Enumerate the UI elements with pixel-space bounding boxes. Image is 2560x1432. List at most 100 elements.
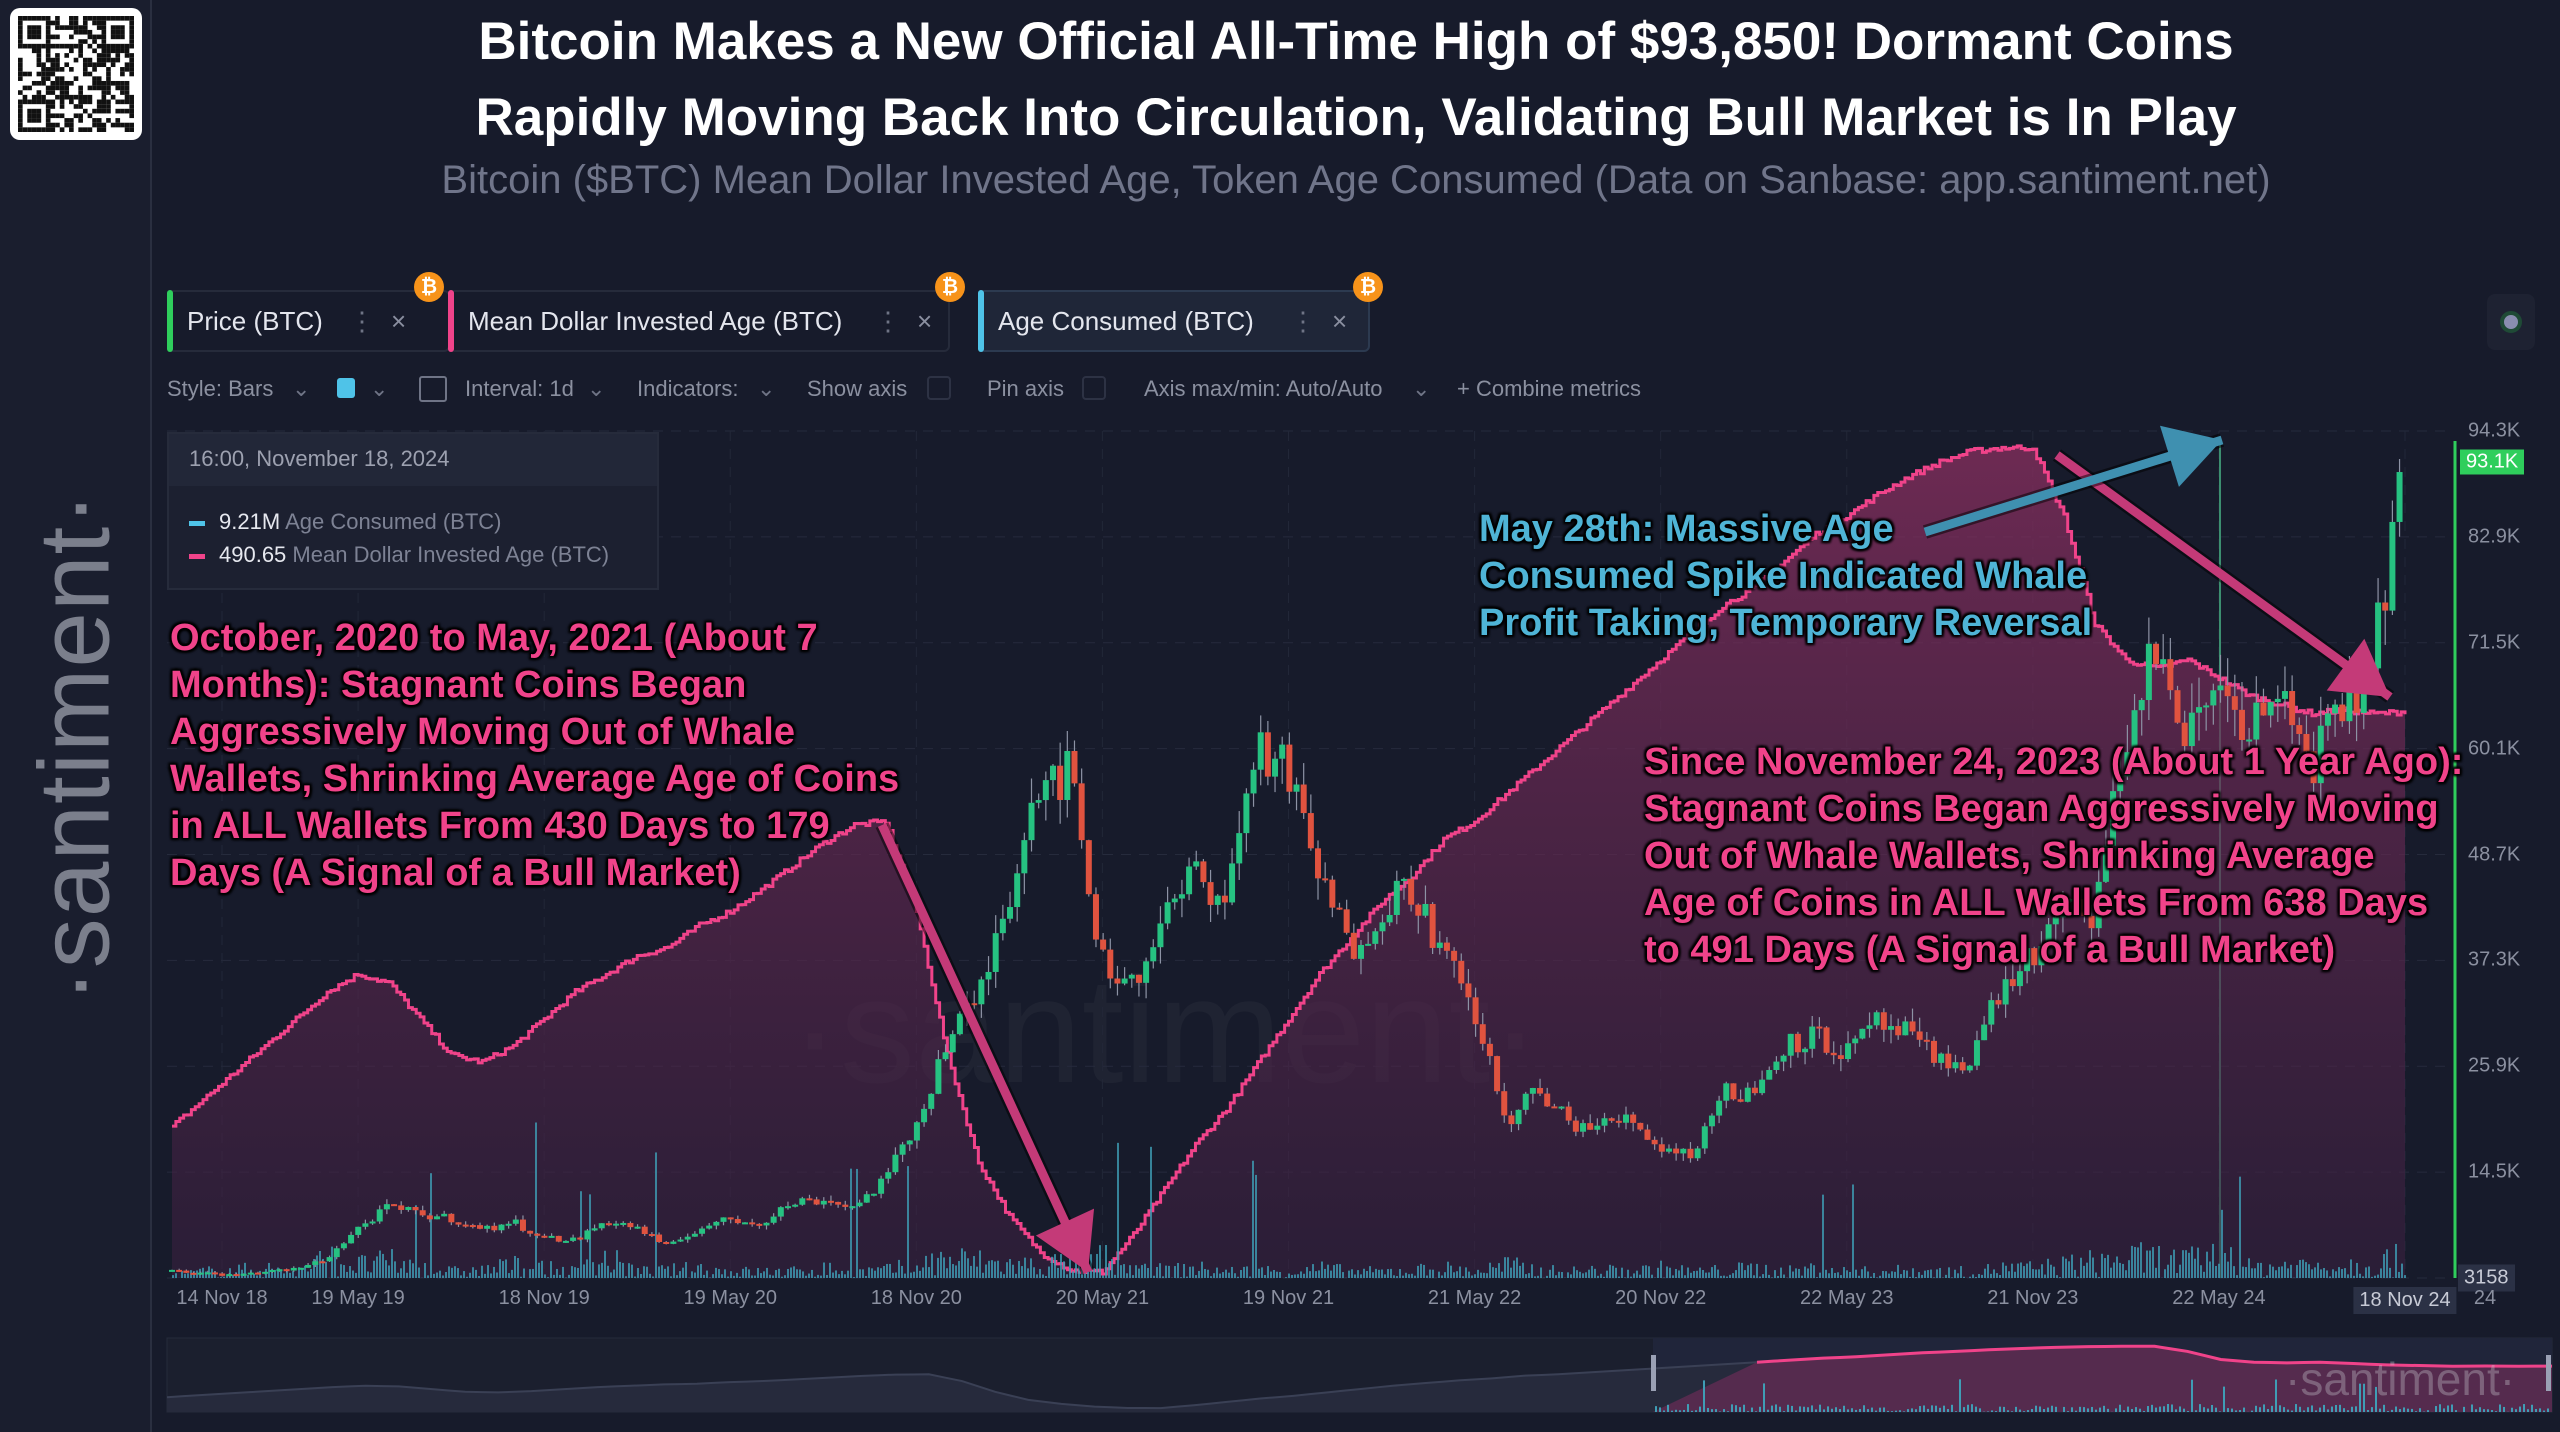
navigator-bar: [1939, 1407, 1941, 1412]
axis-maxmin-select[interactable]: Axis max/min: Auto/Auto: [1144, 376, 1383, 401]
annotation-may-28: May 28th: Massive Age Consumed Spike Ind…: [1479, 506, 2092, 647]
navigator-handle[interactable]: [1651, 1355, 1656, 1391]
qr-module: [124, 43, 130, 49]
interval-select[interactable]: Interval: 1d: [465, 376, 574, 401]
candle-down: [2224, 685, 2231, 697]
candle-up: [1035, 800, 1042, 803]
age-consumed-bar: [334, 1253, 336, 1278]
age-consumed-bar: [1306, 1267, 1308, 1278]
show-axis-checkbox[interactable]: [927, 376, 951, 400]
candle-up: [677, 1239, 684, 1242]
candle-down: [1923, 1039, 1930, 1042]
qr-module: [101, 94, 107, 100]
age-consumed-bar: [1471, 1275, 1473, 1278]
chevron-down-icon[interactable]: ⌄: [757, 376, 776, 401]
navigator-bar: [1759, 1406, 1761, 1412]
close-icon[interactable]: ×: [391, 305, 407, 336]
age-consumed-bar: [1072, 1271, 1074, 1278]
age-consumed-bar: [949, 1256, 951, 1278]
candle-up: [269, 1270, 276, 1273]
chevron-down-icon[interactable]: ⌄: [587, 376, 606, 401]
mdia-line: [172, 444, 2407, 1276]
qr-module: [64, 25, 70, 30]
age-consumed-bar: [2026, 1263, 2028, 1278]
style-select[interactable]: Style: Bars: [167, 376, 274, 401]
age-consumed-bar: [1888, 1273, 1890, 1278]
age-consumed-bar: [1504, 1257, 1506, 1278]
candle-down: [2339, 704, 2346, 722]
x-tick-label: 19 May 19: [311, 1287, 405, 1309]
age-consumed-bar: [1030, 1258, 1032, 1278]
age-consumed-bar: [787, 1268, 789, 1278]
age-consumed-bar: [559, 1274, 561, 1278]
tab-age-consumed[interactable]: Age Consumed (BTC) ⋮ × ₿: [978, 272, 1383, 352]
chevron-down-icon[interactable]: ⌄: [1412, 376, 1431, 401]
close-icon[interactable]: ×: [1332, 305, 1348, 336]
qr-module: [115, 108, 121, 114]
color-swatch[interactable]: [337, 378, 355, 398]
qr-module: [18, 104, 23, 109]
age-consumed-bar: [385, 1260, 387, 1278]
age-consumed-bar: [289, 1272, 291, 1278]
age-consumed-bar: [796, 1269, 798, 1278]
age-consumed-bar: [1813, 1265, 1815, 1278]
tab-price[interactable]: Price (BTC) ⋮ × ₿: [167, 272, 450, 352]
candle-down: [1930, 1040, 1937, 1063]
chevron-down-icon[interactable]: ⌄: [370, 376, 389, 401]
qr-module: [36, 48, 42, 54]
candle-up: [2138, 700, 2145, 711]
more-icon[interactable]: ⋮: [349, 305, 375, 336]
qr-module: [31, 108, 37, 114]
age-consumed-bar: [1633, 1273, 1635, 1278]
age-consumed-bar: [2170, 1255, 2172, 1278]
qr-module: [120, 16, 125, 21]
qr-module: [106, 71, 111, 77]
qr-module: [45, 104, 51, 109]
navigator-bar: [2187, 1411, 2189, 1412]
navigator-bar: [2535, 1409, 2537, 1412]
chevron-down-icon[interactable]: ⌄: [292, 376, 311, 401]
candle-up: [949, 1034, 956, 1053]
qr-module: [101, 57, 107, 63]
close-icon[interactable]: ×: [917, 305, 933, 336]
more-icon[interactable]: ⋮: [1290, 305, 1316, 336]
age-consumed-bar: [319, 1251, 321, 1278]
age-consumed-bar: [430, 1173, 432, 1278]
qr-module: [101, 16, 107, 21]
more-icon[interactable]: ⋮: [875, 305, 901, 336]
tab-mean-dollar-invested-age[interactable]: Mean Dollar Invested Age (BTC) ⋮ × ₿: [448, 272, 965, 352]
age-consumed-bar: [1450, 1265, 1452, 1278]
age-consumed-bar: [2305, 1262, 2307, 1278]
age-consumed-bar: [502, 1261, 504, 1278]
navigator-handle[interactable]: [2546, 1355, 2551, 1391]
candle-up: [2210, 690, 2217, 706]
navigator-bar: [2531, 1404, 2533, 1412]
age-consumed-bar: [841, 1270, 843, 1278]
qr-module: [106, 108, 111, 114]
candle-icon[interactable]: [419, 376, 447, 402]
candle-up: [1393, 880, 1400, 915]
age-consumed-bar: [2230, 1247, 2232, 1278]
qr-module: [36, 94, 42, 100]
age-consumed-bar: [1036, 1274, 1038, 1278]
pin-axis-checkbox[interactable]: [1082, 376, 1106, 400]
y-tick-label: 3158: [2458, 1264, 2515, 1292]
navigator-bar: [2271, 1405, 2273, 1412]
combine-metrics-button[interactable]: + Combine metrics: [1457, 376, 1642, 401]
candle-down: [1207, 882, 1214, 905]
settings-button[interactable]: [2487, 294, 2535, 350]
qr-module: [31, 16, 37, 21]
age-consumed-bar: [628, 1263, 630, 1278]
qr-module: [18, 16, 23, 21]
navigator-bar: [2115, 1408, 2117, 1412]
candle-up: [1766, 1069, 1773, 1080]
qr-module: [78, 99, 83, 105]
qr-module: [82, 62, 88, 68]
qr-module: [78, 48, 83, 54]
indicators-select[interactable]: Indicators:: [637, 376, 739, 401]
navigator-bar: [1715, 1409, 1717, 1412]
age-consumed-bar: [682, 1267, 684, 1278]
age-consumed-bar: [247, 1274, 249, 1278]
age-consumed-bar: [2392, 1277, 2394, 1278]
